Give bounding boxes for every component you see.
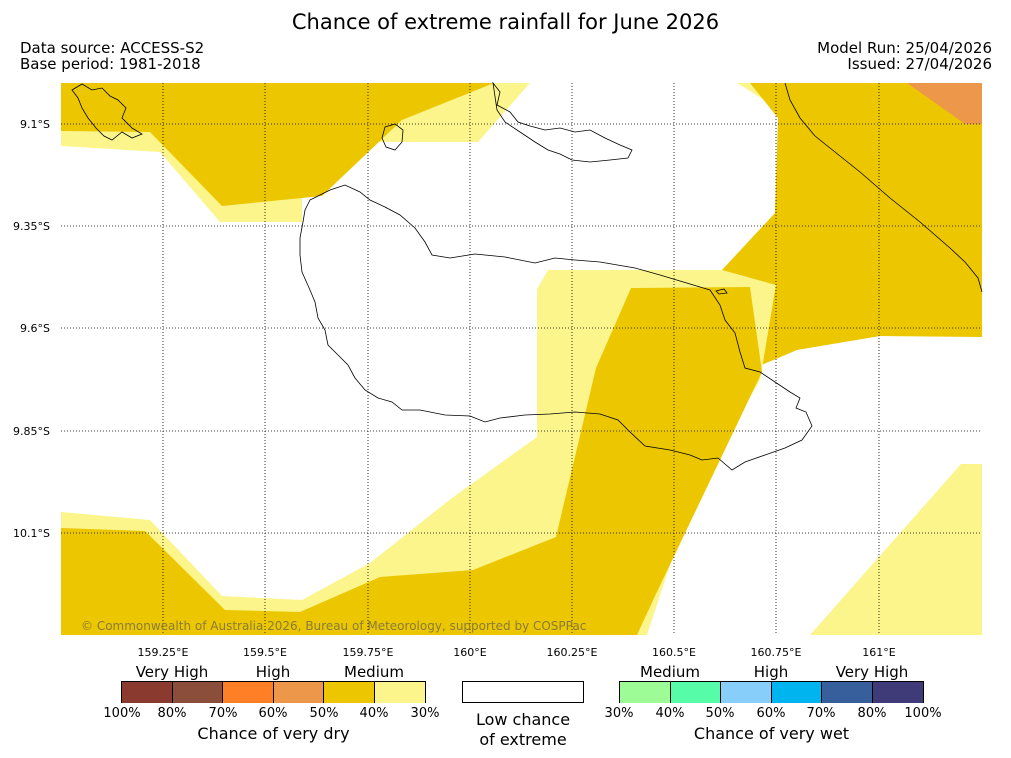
lon-label: 160.75°E — [751, 646, 802, 659]
dry-swatch — [122, 682, 173, 703]
lat-gridlines — [61, 123, 982, 534]
nggela-islands-coastline — [492, 81, 633, 163]
lon-label: 159.25°E — [138, 646, 189, 659]
dry-heading-medium: Medium — [344, 663, 404, 681]
low-chance-swatch — [462, 681, 584, 703]
lat-label: 9.1°S — [20, 118, 50, 131]
map-panel: 9.1°S 9.35°S 9.6°S 9.85°S 10.1°S 159.25°… — [13, 81, 983, 659]
russell-islands-coastline — [71, 83, 143, 141]
map-title: Chance of extreme rainfall for June 2026 — [291, 10, 720, 34]
zone-medium-dry-right — [720, 83, 982, 372]
lon-gridlines — [162, 83, 880, 635]
dry-tick: 40% — [359, 706, 389, 721]
lon-label: 159.75°E — [343, 646, 394, 659]
lat-label: 9.85°S — [13, 425, 50, 438]
lat-label: 10.1°S — [13, 527, 50, 540]
lon-labels: 159.25°E 159.5°E 159.75°E 160°E 160.25°E… — [138, 646, 896, 659]
model-run-text: Model Run: 25/04/2026 — [817, 39, 992, 57]
zone-medium-dry-topleft — [61, 83, 494, 206]
dry-swatch — [324, 682, 375, 703]
dry-caption: Chance of very dry — [197, 724, 350, 743]
wet-swatch — [620, 682, 671, 703]
lon-label: 160.5°E — [652, 646, 696, 659]
wet-heading-high: High — [753, 663, 789, 681]
coastlines — [71, 81, 983, 471]
dry-swatch — [223, 682, 274, 703]
wet-swatch — [771, 682, 822, 703]
dry-tick: 100% — [103, 706, 141, 721]
wet-caption: Chance of very wet — [693, 724, 850, 743]
dry-heading-high: High — [255, 663, 291, 681]
low-chance-caption: Low chance of extreme — [440, 710, 606, 750]
dry-swatch — [172, 682, 223, 703]
wet-swatch — [822, 682, 873, 703]
wet-heading-very-high: Very High — [835, 663, 909, 681]
data-source-text: Data source: ACCESS-S2 — [20, 39, 205, 57]
wet-heading-medium: Medium — [640, 663, 700, 681]
lat-label: 9.6°S — [20, 322, 50, 335]
dry-tick: 60% — [258, 706, 288, 721]
issued-text: Issued: 27/04/2026 — [847, 55, 992, 73]
dry-heading-very-high: Very High — [135, 663, 209, 681]
malaita-coastline — [784, 82, 983, 293]
dry-swatch — [374, 682, 425, 703]
dry-tick: 50% — [309, 706, 339, 721]
map-area — [61, 83, 982, 635]
header-left: Data source: ACCESS-S2 Base period: 1981… — [20, 40, 204, 72]
wet-tick: 70% — [806, 706, 836, 721]
wet-colorbar — [619, 681, 924, 703]
wet-tick: 30% — [604, 706, 634, 721]
wet-swatch — [721, 682, 772, 703]
wet-tick: 50% — [705, 706, 735, 721]
dry-tick: 30% — [410, 706, 440, 721]
zone-high-dry-topright — [907, 83, 982, 124]
header-right: Model Run: 25/04/2026 Issued: 27/04/2026 — [817, 40, 992, 72]
wet-tick: 40% — [655, 706, 685, 721]
lon-label: 160.25°E — [547, 646, 598, 659]
lat-label: 9.35°S — [13, 220, 50, 233]
low-chance-line2: of extreme — [479, 730, 567, 749]
dry-colorbar — [121, 681, 426, 703]
wet-tick: 100% — [904, 706, 942, 721]
guadalcanal-coastline — [299, 184, 813, 471]
savo-island-coastline — [381, 123, 404, 151]
low-chance-line1: Low chance — [475, 710, 571, 729]
wet-tick: 80% — [857, 706, 887, 721]
zone-medium-dry-center — [61, 287, 762, 635]
dry-swatch — [273, 682, 324, 703]
dry-tick: 70% — [208, 706, 238, 721]
dry-tick: 80% — [157, 706, 187, 721]
base-period-text: Base period: 1981-2018 — [20, 55, 201, 73]
copyright-text: © Commonwealth of Australia 2026, Bureau… — [81, 619, 586, 633]
wet-tick: 60% — [756, 706, 786, 721]
lon-label: 161°E — [862, 646, 895, 659]
lon-label: 160°E — [453, 646, 486, 659]
wet-swatch — [670, 682, 721, 703]
small-islet-coastline — [715, 288, 728, 295]
lat-labels: 9.1°S 9.35°S 9.6°S 9.85°S 10.1°S — [13, 118, 50, 540]
wet-swatch — [872, 682, 923, 703]
lon-label: 159.5°E — [243, 646, 287, 659]
